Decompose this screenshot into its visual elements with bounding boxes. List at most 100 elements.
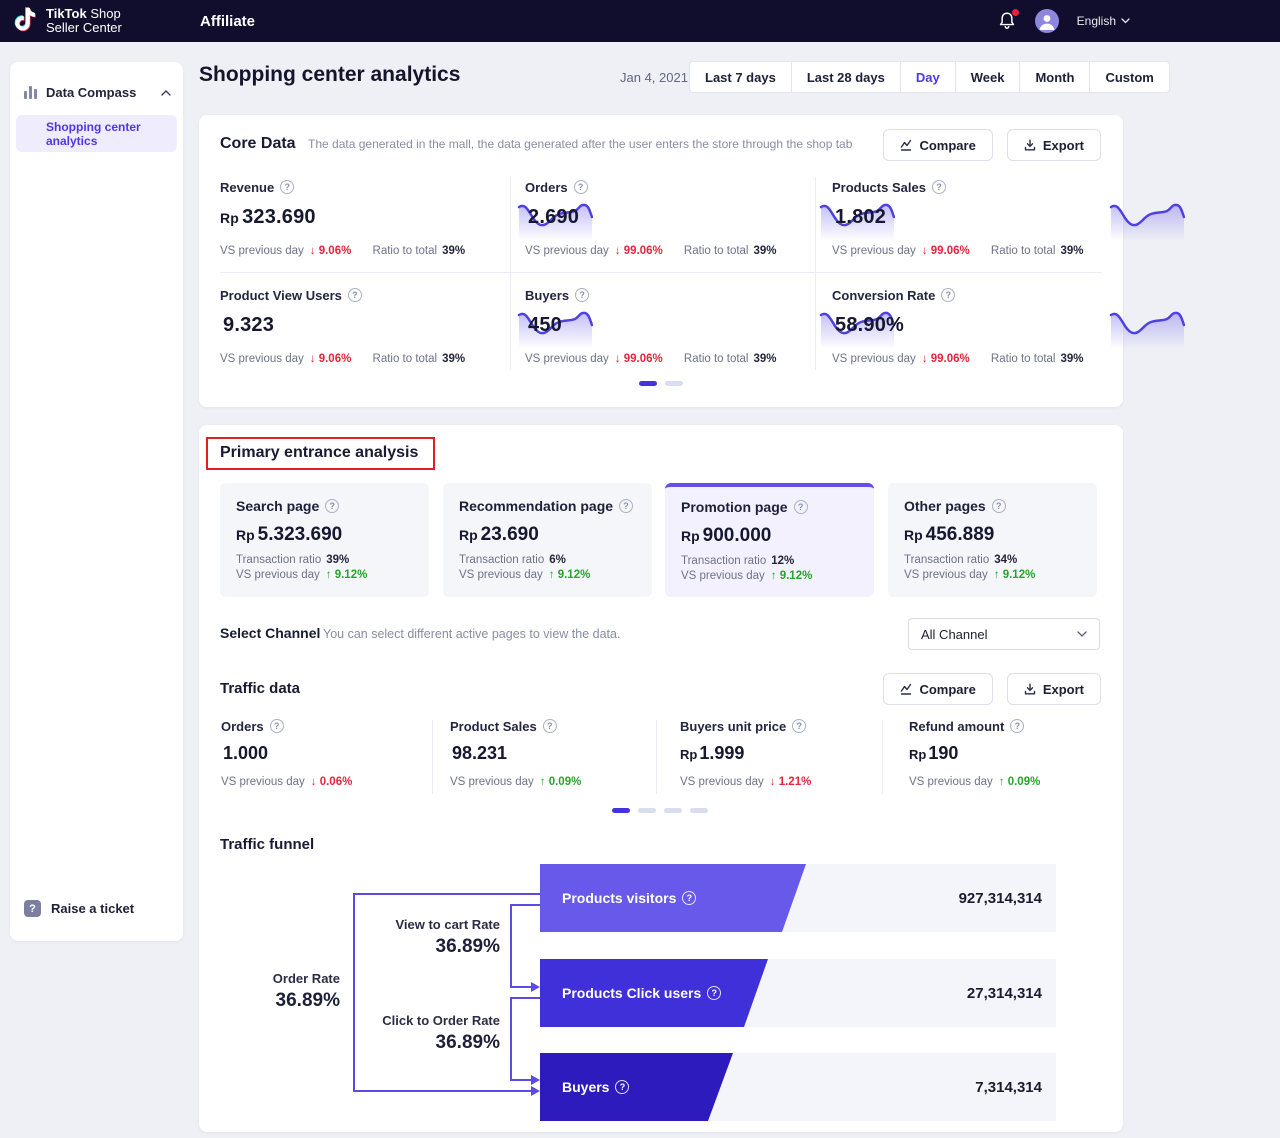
page-title: Shopping center analytics (199, 63, 461, 86)
bar-chart-icon (24, 86, 37, 99)
chevron-up-icon (161, 89, 171, 96)
metric-orders: Orders? 2.690 VS previous day99.06% Rati… (525, 179, 895, 257)
tab-day[interactable]: Day (899, 62, 955, 92)
help-icon[interactable]: ? (619, 499, 634, 513)
download-icon (1024, 139, 1036, 151)
help-icon[interactable]: ? (991, 499, 1006, 513)
notification-dot (1011, 9, 1019, 16)
funnel-stage-products-click-users: Products Click users? 27,314,314 (540, 959, 1056, 1027)
funnel-bar (540, 959, 768, 1027)
pagination-dot[interactable] (612, 808, 630, 813)
help-icon[interactable]: ? (542, 719, 557, 733)
nav-item-affiliate[interactable]: Affiliate (200, 12, 256, 30)
tab-last-28-days[interactable]: Last 28 days (790, 62, 900, 92)
entrance-card-recommendation-page[interactable]: Recommendation page? Rp 23.690 Transactio… (443, 483, 652, 597)
help-icon[interactable]: ? (707, 986, 722, 1000)
pagination-dot[interactable] (665, 381, 683, 386)
help-icon[interactable]: ? (280, 180, 295, 194)
help-icon[interactable]: ? (325, 499, 340, 513)
download-icon (1024, 683, 1036, 695)
chevron-down-icon (1077, 631, 1087, 637)
view-to-cart-rate-label: View to cart Rate (395, 917, 500, 932)
help-icon[interactable]: ? (575, 288, 590, 302)
core-data-description: The data generated in the mall, the data… (308, 137, 853, 151)
current-date-label: Jan 4, 2021 (620, 70, 688, 85)
help-icon[interactable]: ? (941, 288, 956, 302)
traffic-compare-button[interactable]: Compare (883, 673, 993, 705)
order-rate-value: 36.89% (275, 990, 340, 1011)
entrance-card-search-page[interactable]: Search page? Rp 5.323.690 Transaction rat… (220, 483, 429, 597)
funnel-stage-value: 27,314,314 (966, 984, 1042, 1002)
funnel-connector-line (353, 893, 355, 1092)
entrance-card-other-pages[interactable]: Other pages? Rp 456.889 Transaction ratio… (888, 483, 1097, 597)
help-icon[interactable]: ? (615, 1080, 630, 1094)
language-label: English (1076, 14, 1116, 28)
metric-products-sales: Products Sales? 1.802 VS previous day99.… (832, 179, 1185, 257)
traffic-metric-buyers-unit-price: Buyers unit price? Rp 1.999 VS previous d… (680, 718, 811, 788)
tab-month[interactable]: Month (1019, 62, 1089, 92)
primary-entrance-title: Primary entrance analysis (220, 444, 419, 461)
sidebar: Data Compass Shopping center analytics ?… (10, 62, 183, 941)
channel-dropdown[interactable]: All Channel (908, 618, 1100, 650)
sparkline-chart (1109, 203, 1185, 243)
traffic-export-button[interactable]: Export (1006, 673, 1101, 705)
pagination-dot[interactable] (690, 808, 708, 813)
sidebar-group-data-compass[interactable]: Data Compass (24, 85, 171, 100)
help-icon[interactable]: ? (931, 180, 946, 194)
bell-icon[interactable] (997, 9, 1019, 31)
sparkline-chart (1109, 311, 1185, 351)
traffic-metric-product-sales: Product Sales? 98.231 VS previous day0.0… (450, 718, 581, 788)
help-icon[interactable]: ? (1010, 719, 1025, 733)
funnel-connector-line (353, 1090, 531, 1092)
user-avatar[interactable] (1034, 9, 1059, 33)
pagination-dot[interactable] (639, 381, 657, 386)
brand-logo[interactable]: TikTok Shop Seller Center (0, 5, 186, 38)
funnel-stage-products-visitors: Products visitors? 927,314,314 (540, 864, 1056, 932)
funnel-connector-line (353, 893, 540, 895)
chevron-down-icon (1121, 18, 1130, 24)
entrance-card-promotion-page[interactable]: Promotion page? Rp 900.000 Transaction ra… (665, 483, 874, 597)
traffic-funnel-title: Traffic funnel (220, 836, 315, 853)
channel-dropdown-value: All Channel (921, 626, 988, 642)
line-chart-icon (901, 683, 912, 695)
tab-week[interactable]: Week (954, 62, 1020, 92)
sidebar-item-shopping-center-analytics[interactable]: Shopping center analytics (16, 115, 177, 152)
help-icon[interactable]: ? (269, 719, 284, 733)
click-to-order-rate-label: Click to Order Rate (382, 1013, 500, 1028)
pagination-dot[interactable] (664, 808, 682, 813)
funnel-stage-buyers: Buyers? 7,314,314 (540, 1053, 1056, 1121)
annotation-rectangle (206, 437, 435, 470)
brand-text: TikTok Shop Seller Center (46, 6, 122, 35)
funnel-connector-line (510, 997, 512, 1081)
view-to-cart-rate-value: 36.89% (435, 936, 500, 957)
arrow-right-icon (531, 982, 540, 992)
funnel-stage-value: 927,314,314 (958, 889, 1042, 907)
traffic-data-pagination (612, 808, 708, 813)
tab-last-7-days[interactable]: Last 7 days (705, 69, 776, 85)
date-range-tabs: Last 7 days Last 28 days Day Week Month … (689, 61, 1170, 93)
funnel-stage-value: 7,314,314 (975, 1078, 1042, 1096)
raise-ticket-label: Raise a ticket (51, 901, 135, 916)
tab-custom[interactable]: Custom (1089, 62, 1168, 92)
help-icon[interactable]: ? (573, 180, 588, 194)
primary-entrance-card: Primary entrance analysis Search page? R… (199, 425, 1123, 1132)
raise-ticket-link[interactable]: ? Raise a ticket (24, 900, 134, 917)
funnel-connector-line (510, 904, 540, 906)
help-icon[interactable]: ? (792, 719, 807, 733)
export-button[interactable]: Export (1006, 129, 1101, 161)
pagination-dot[interactable] (638, 808, 656, 813)
help-icon[interactable]: ? (682, 891, 697, 905)
language-selector[interactable]: English (1077, 14, 1130, 28)
funnel-bar (540, 864, 806, 932)
compare-button[interactable]: Compare (883, 129, 993, 161)
sidebar-group-label: Data Compass (46, 85, 137, 100)
funnel-bar (540, 1053, 733, 1121)
traffic-metric-orders: Orders? 1.000 VS previous day0.06% (221, 718, 352, 788)
funnel-connector-line (510, 997, 540, 999)
arrow-right-icon (531, 1075, 540, 1085)
help-icon[interactable]: ? (347, 288, 362, 302)
question-badge-icon: ? (24, 900, 41, 917)
help-icon[interactable]: ? (793, 500, 808, 514)
